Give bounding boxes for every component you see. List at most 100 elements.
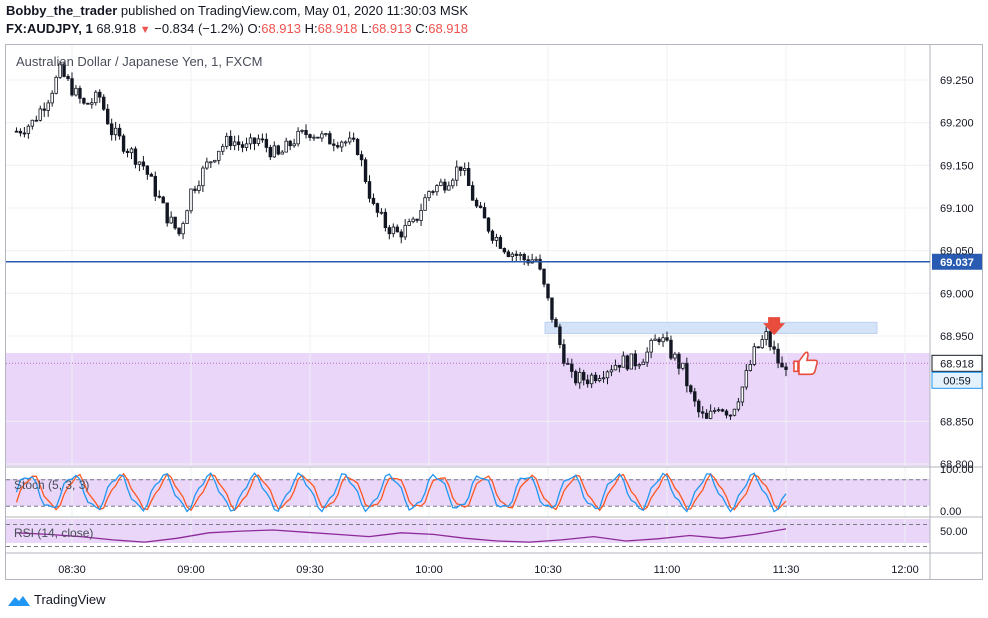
candle-body [121, 135, 126, 152]
published-text: published on TradingView.com, May 01, 20… [120, 3, 469, 18]
candle-body [201, 167, 205, 187]
candle-body [38, 108, 42, 121]
candle-body [264, 138, 269, 148]
price-tick-label: 69.200 [940, 118, 974, 130]
candle-body [724, 410, 729, 416]
candle-body [173, 216, 177, 229]
candle-body [332, 143, 336, 146]
candle-body [213, 159, 217, 163]
candle-body [613, 364, 618, 371]
candle-body [661, 337, 665, 343]
candle-body [228, 135, 233, 146]
candle-body [260, 138, 265, 141]
candle-body [336, 145, 340, 148]
down-arrow-icon: ▼ [139, 24, 151, 36]
candle-body [760, 339, 764, 349]
candle-body [193, 188, 197, 191]
change-value: −0.834 (−1.2%) [154, 21, 244, 36]
candle-body [141, 161, 146, 167]
candle-body [86, 102, 90, 105]
candle-body [784, 366, 788, 370]
candle-body [117, 127, 122, 137]
support-zone [6, 353, 930, 466]
hline-price-label: 69.037 [940, 257, 974, 269]
candle-body [82, 97, 86, 104]
candle-body [375, 203, 380, 213]
candle-body [514, 253, 518, 256]
candle-body [296, 130, 300, 145]
candle-body [502, 248, 507, 253]
rsi-title: RSI (14, close) [14, 526, 93, 540]
open-label: O: [247, 21, 262, 36]
candle-body [419, 209, 423, 221]
candle-body [256, 138, 261, 144]
candle-body [328, 133, 332, 145]
candle-body [498, 236, 503, 249]
thumbs-up-icon [793, 351, 819, 376]
candle-body [244, 143, 249, 148]
candle-body [165, 202, 169, 224]
candle-body [712, 410, 717, 412]
candle-body [284, 140, 288, 153]
candle-body [562, 344, 566, 364]
candle-body [102, 96, 106, 110]
candle-body [169, 216, 173, 224]
candle-body [308, 134, 312, 138]
candle-body [585, 379, 590, 385]
candle-body [582, 372, 586, 381]
candle-body [677, 353, 681, 369]
time-tick-label: 10:30 [534, 564, 562, 576]
candle-body [252, 137, 257, 144]
price-tick-label: 69.000 [940, 288, 974, 300]
candle-body [641, 361, 645, 366]
candle-body [113, 127, 118, 136]
candle-body [740, 386, 745, 403]
candle-body [693, 391, 697, 402]
candle-body [637, 364, 641, 367]
price-tick-label: 68.800 [940, 459, 974, 471]
candle-body [272, 145, 276, 158]
stoch-k-line [15, 472, 787, 513]
candle-body [205, 161, 209, 169]
candle-body [609, 369, 614, 373]
candle-body [316, 136, 320, 139]
stoch-tick-label: 100.00 [940, 464, 974, 476]
candle-body [780, 362, 784, 368]
resistance-zone [544, 321, 878, 334]
candle-body [129, 148, 134, 154]
candle-body [46, 102, 50, 111]
candle-body [248, 137, 253, 145]
candle-body [363, 159, 368, 182]
candle-body [768, 331, 772, 348]
time-tick-label: 09:30 [296, 564, 324, 576]
candle-body [240, 144, 245, 148]
candle-body [232, 141, 237, 146]
candle-body [197, 185, 201, 191]
candle-body [153, 175, 157, 197]
candle-body [224, 135, 229, 147]
candle-body [558, 326, 562, 345]
candle-body [320, 133, 324, 139]
candle-body [149, 173, 154, 177]
footer-brand[interactable]: TradingView [8, 592, 106, 607]
candle-body [26, 125, 31, 134]
candle-body [673, 353, 677, 359]
candle-body [343, 141, 348, 144]
candle-body [221, 145, 225, 152]
candle-body [542, 268, 546, 285]
price-tick-label: 69.050 [940, 246, 974, 258]
last-price-tag [931, 354, 983, 372]
candle-body [125, 150, 130, 154]
candle-body [217, 150, 221, 161]
rsi-line [16, 528, 787, 543]
candle-body [312, 136, 316, 139]
candle-body [522, 254, 526, 261]
candle-body [70, 78, 74, 96]
candle-body [708, 410, 713, 419]
candle-body [716, 409, 721, 412]
price-tick-label: 69.250 [940, 75, 974, 87]
gridlines [6, 45, 930, 552]
author-name[interactable]: Bobby_the_trader [6, 3, 118, 18]
candle-body [728, 414, 733, 417]
